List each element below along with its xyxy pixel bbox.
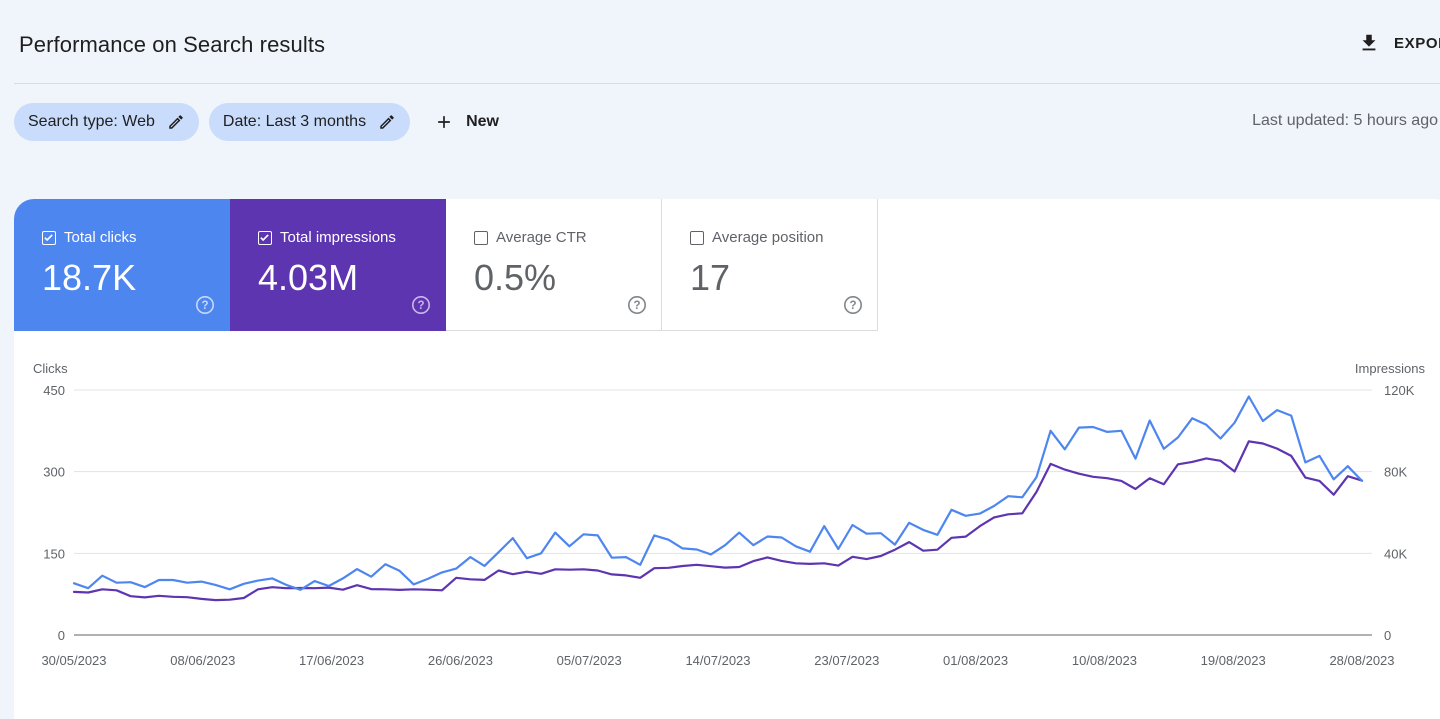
performance-chart[interactable]: 0 150 300 450 0 40K 80K 120K Clicks Impressions 30…	[14, 199, 1440, 696]
x-tick-label: 23/07/2023	[814, 653, 879, 668]
pencil-icon	[169, 115, 183, 129]
svg-text:?: ?	[201, 300, 208, 312]
metric-value: 0.5%	[474, 257, 557, 298]
y-right-tick-label: 40K	[1384, 546, 1407, 561]
y-left-tick-label: 0	[58, 628, 65, 643]
pencil-icon	[380, 115, 394, 129]
x-tick-label: 19/08/2023	[1201, 653, 1266, 668]
metric-value: 17	[690, 257, 731, 298]
new-filter-button[interactable]: New	[434, 112, 499, 132]
svg-text:?: ?	[417, 300, 424, 312]
help-icon[interactable]: ?	[411, 295, 431, 315]
last-updated: Last updated: 5 hours ago	[1252, 112, 1438, 129]
series-line-clicks[interactable]	[72, 395, 1364, 591]
metric-label: Average CTR	[496, 229, 587, 246]
export-label: EXPORT	[1394, 34, 1440, 52]
metric-label: Average position	[712, 229, 824, 246]
date-chip[interactable]: Date: Last 3 months	[208, 103, 411, 141]
filter-bar: Search type: Web Date: Last 3 months New	[14, 103, 499, 141]
download-icon	[1362, 34, 1376, 51]
x-tick-label: 28/08/2023	[1329, 653, 1394, 668]
search-type-label: Search type: Web	[28, 113, 155, 130]
y-left-tick-label: 150	[43, 546, 65, 561]
metric-total-clicks[interactable]: Total clicks 18.7K ?	[14, 199, 230, 331]
metric-value: 18.7K	[42, 257, 137, 298]
help-icon[interactable]: ?	[195, 295, 215, 315]
checkbox-unchecked-icon[interactable]	[690, 230, 704, 245]
metric-total-impressions[interactable]: Total impressions 4.03M ?	[230, 199, 446, 331]
page-header: Performance on Search results EXPORT	[0, 0, 1440, 84]
x-tick-label: 01/08/2023	[943, 653, 1008, 668]
checkbox-checked-icon[interactable]	[258, 230, 272, 245]
y-right-axis-label: Impressions	[1355, 361, 1426, 376]
search-type-chip[interactable]: Search type: Web	[14, 103, 199, 141]
y-left-tick-label: 300	[43, 465, 65, 480]
x-tick-label: 30/05/2023	[41, 653, 106, 668]
checkbox-checked-icon[interactable]	[42, 230, 56, 245]
y-left-tick-label: 450	[43, 383, 65, 398]
metric-tabs: Total clicks 18.7K ? Total impressions 4…	[14, 199, 878, 331]
x-tick-label: 17/06/2023	[299, 653, 364, 668]
plus-icon	[438, 116, 450, 128]
metric-value: 4.03M	[258, 257, 359, 298]
metric-average-position[interactable]: Average position 17 ?	[662, 199, 878, 331]
header-divider	[14, 83, 1440, 84]
x-tick-label: 14/07/2023	[685, 653, 750, 668]
date-label: Date: Last 3 months	[222, 113, 367, 130]
series-line-impressions[interactable]	[72, 440, 1364, 602]
y-right-tick-label: 120K	[1384, 383, 1415, 398]
x-tick-label: 26/06/2023	[428, 653, 493, 668]
performance-card: Total clicks 18.7K ? Total impressions 4…	[14, 199, 1440, 719]
y-left-axis-label: Clicks	[33, 361, 68, 376]
page-title: Performance on Search results	[19, 32, 326, 57]
help-icon[interactable]: ?	[627, 295, 647, 315]
svg-text:?: ?	[633, 300, 640, 312]
x-tick-label: 05/07/2023	[557, 653, 622, 668]
checkbox-unchecked-icon[interactable]	[474, 230, 488, 245]
metric-label: Total impressions	[280, 229, 396, 246]
help-icon[interactable]: ?	[843, 295, 863, 315]
new-filter-label: New	[466, 113, 499, 130]
x-tick-label: 08/06/2023	[170, 653, 235, 668]
svg-text:?: ?	[849, 300, 856, 312]
y-right-tick-label: 0	[1384, 628, 1391, 643]
x-tick-label: 10/08/2023	[1072, 653, 1137, 668]
metric-label: Total clicks	[64, 229, 137, 246]
export-button[interactable]: EXPORT	[1358, 32, 1440, 54]
y-right-tick-label: 80K	[1384, 465, 1407, 480]
metric-average-ctr[interactable]: Average CTR 0.5% ?	[446, 199, 662, 331]
